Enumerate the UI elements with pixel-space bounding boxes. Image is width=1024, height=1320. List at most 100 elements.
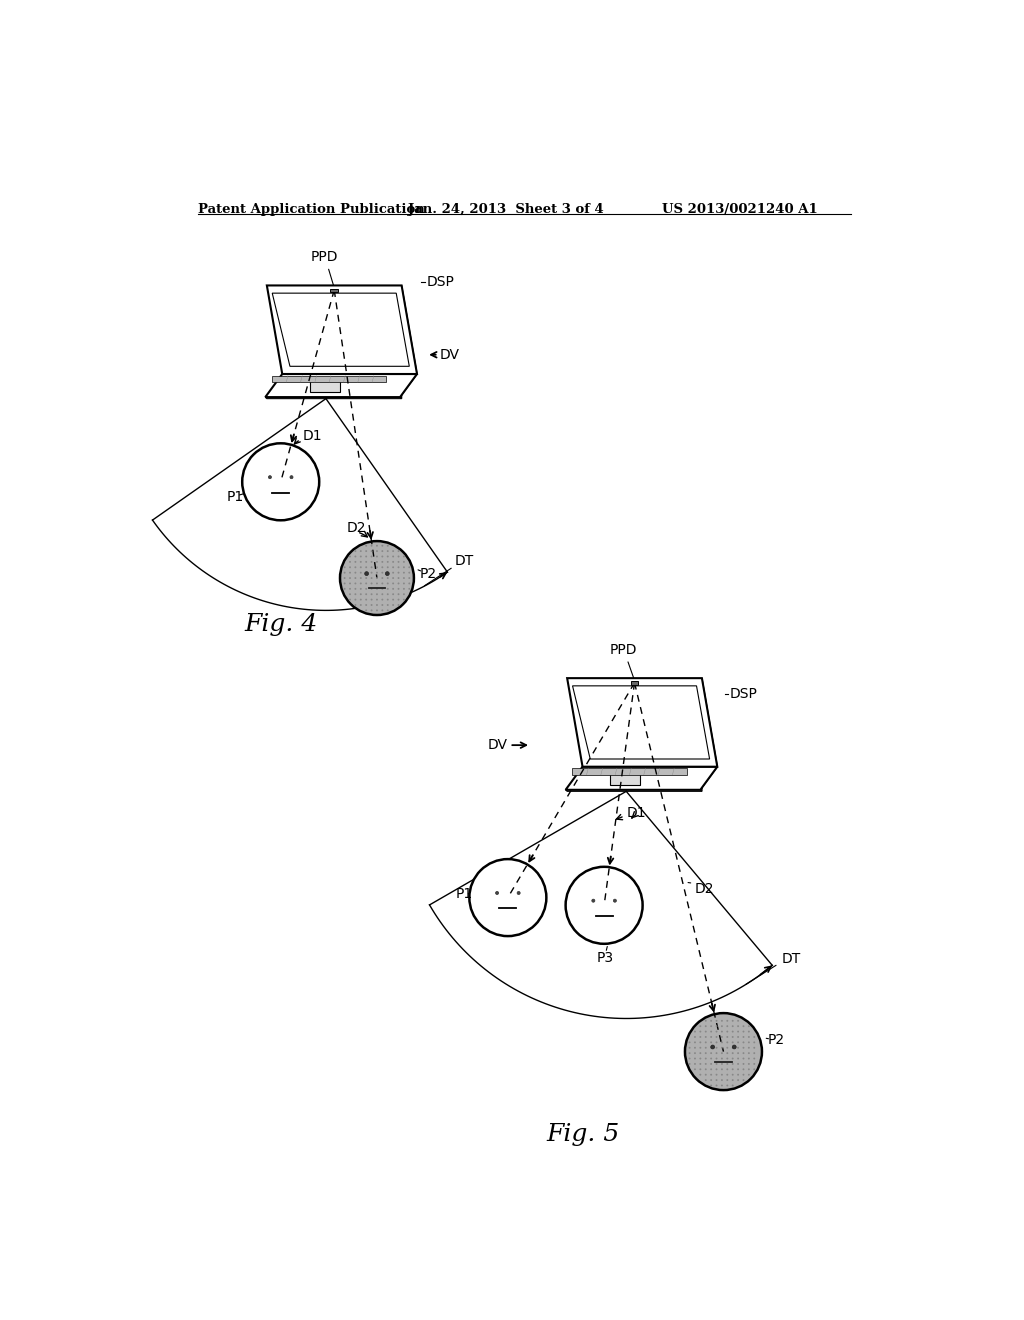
Ellipse shape: [376, 593, 378, 595]
Polygon shape: [272, 293, 410, 367]
Ellipse shape: [699, 1073, 701, 1076]
Ellipse shape: [754, 1057, 756, 1060]
Ellipse shape: [392, 566, 394, 568]
Text: DSP: DSP: [427, 275, 455, 289]
Ellipse shape: [711, 1026, 712, 1027]
Ellipse shape: [721, 1041, 723, 1043]
Ellipse shape: [732, 1073, 733, 1076]
Ellipse shape: [742, 1063, 744, 1065]
Ellipse shape: [737, 1047, 739, 1048]
Ellipse shape: [694, 1041, 696, 1043]
Ellipse shape: [403, 582, 404, 585]
Ellipse shape: [376, 545, 378, 546]
Ellipse shape: [359, 550, 361, 552]
Ellipse shape: [726, 1052, 728, 1055]
Ellipse shape: [721, 1057, 723, 1060]
Ellipse shape: [366, 599, 368, 601]
Ellipse shape: [381, 582, 383, 585]
Ellipse shape: [688, 1057, 690, 1060]
Ellipse shape: [699, 1057, 701, 1060]
Ellipse shape: [366, 587, 368, 590]
Ellipse shape: [694, 1068, 696, 1071]
Ellipse shape: [726, 1057, 728, 1060]
Ellipse shape: [754, 1063, 756, 1065]
Ellipse shape: [344, 582, 345, 585]
Ellipse shape: [705, 1036, 707, 1038]
Ellipse shape: [268, 475, 271, 479]
Ellipse shape: [748, 1041, 750, 1043]
Ellipse shape: [711, 1085, 712, 1086]
Ellipse shape: [705, 1020, 707, 1022]
Ellipse shape: [748, 1052, 750, 1055]
Text: PPD: PPD: [311, 249, 339, 285]
Ellipse shape: [366, 572, 368, 574]
Ellipse shape: [376, 599, 378, 601]
Ellipse shape: [387, 550, 389, 552]
Ellipse shape: [742, 1036, 744, 1038]
Ellipse shape: [392, 550, 394, 552]
Ellipse shape: [376, 566, 378, 568]
Text: PPD: PPD: [610, 643, 637, 678]
Ellipse shape: [737, 1036, 739, 1038]
Text: Fig. 4: Fig. 4: [245, 612, 317, 636]
Polygon shape: [267, 285, 417, 374]
Ellipse shape: [699, 1063, 701, 1065]
Ellipse shape: [340, 541, 414, 615]
Ellipse shape: [354, 593, 356, 595]
Ellipse shape: [403, 587, 404, 590]
Ellipse shape: [344, 572, 345, 574]
Ellipse shape: [387, 610, 389, 611]
Text: P1: P1: [456, 887, 473, 900]
Ellipse shape: [359, 572, 361, 574]
Text: P2: P2: [419, 568, 436, 581]
Ellipse shape: [403, 599, 404, 601]
Ellipse shape: [349, 587, 351, 590]
Ellipse shape: [381, 556, 383, 557]
Ellipse shape: [381, 577, 383, 579]
Ellipse shape: [397, 582, 399, 585]
Ellipse shape: [403, 593, 404, 595]
Ellipse shape: [349, 566, 351, 568]
Ellipse shape: [354, 582, 356, 585]
Ellipse shape: [392, 582, 394, 585]
Ellipse shape: [694, 1057, 696, 1060]
Ellipse shape: [742, 1031, 744, 1032]
Ellipse shape: [716, 1080, 718, 1081]
Ellipse shape: [381, 593, 383, 595]
Polygon shape: [567, 678, 717, 767]
Ellipse shape: [366, 577, 368, 579]
Ellipse shape: [409, 582, 411, 585]
Ellipse shape: [721, 1031, 723, 1032]
Text: DSP: DSP: [730, 686, 758, 701]
Ellipse shape: [349, 582, 351, 585]
Ellipse shape: [371, 593, 373, 595]
Ellipse shape: [754, 1047, 756, 1048]
Ellipse shape: [403, 577, 404, 579]
Ellipse shape: [359, 582, 361, 585]
Ellipse shape: [732, 1057, 733, 1060]
Ellipse shape: [732, 1068, 733, 1071]
Ellipse shape: [359, 577, 361, 579]
Ellipse shape: [387, 605, 389, 606]
Ellipse shape: [387, 593, 389, 595]
Ellipse shape: [716, 1052, 718, 1055]
Ellipse shape: [371, 572, 373, 574]
Ellipse shape: [354, 577, 356, 579]
Ellipse shape: [409, 566, 411, 568]
Ellipse shape: [381, 550, 383, 552]
Ellipse shape: [726, 1020, 728, 1022]
Ellipse shape: [742, 1080, 744, 1081]
Ellipse shape: [371, 582, 373, 585]
Ellipse shape: [705, 1052, 707, 1055]
Ellipse shape: [737, 1026, 739, 1027]
Ellipse shape: [387, 582, 389, 585]
Bar: [331, 289, 338, 293]
Ellipse shape: [748, 1073, 750, 1076]
Ellipse shape: [699, 1036, 701, 1038]
Ellipse shape: [387, 545, 389, 546]
Ellipse shape: [685, 1014, 762, 1090]
Ellipse shape: [711, 1057, 712, 1060]
Text: D2: D2: [346, 521, 366, 535]
Ellipse shape: [705, 1047, 707, 1048]
Ellipse shape: [737, 1052, 739, 1055]
